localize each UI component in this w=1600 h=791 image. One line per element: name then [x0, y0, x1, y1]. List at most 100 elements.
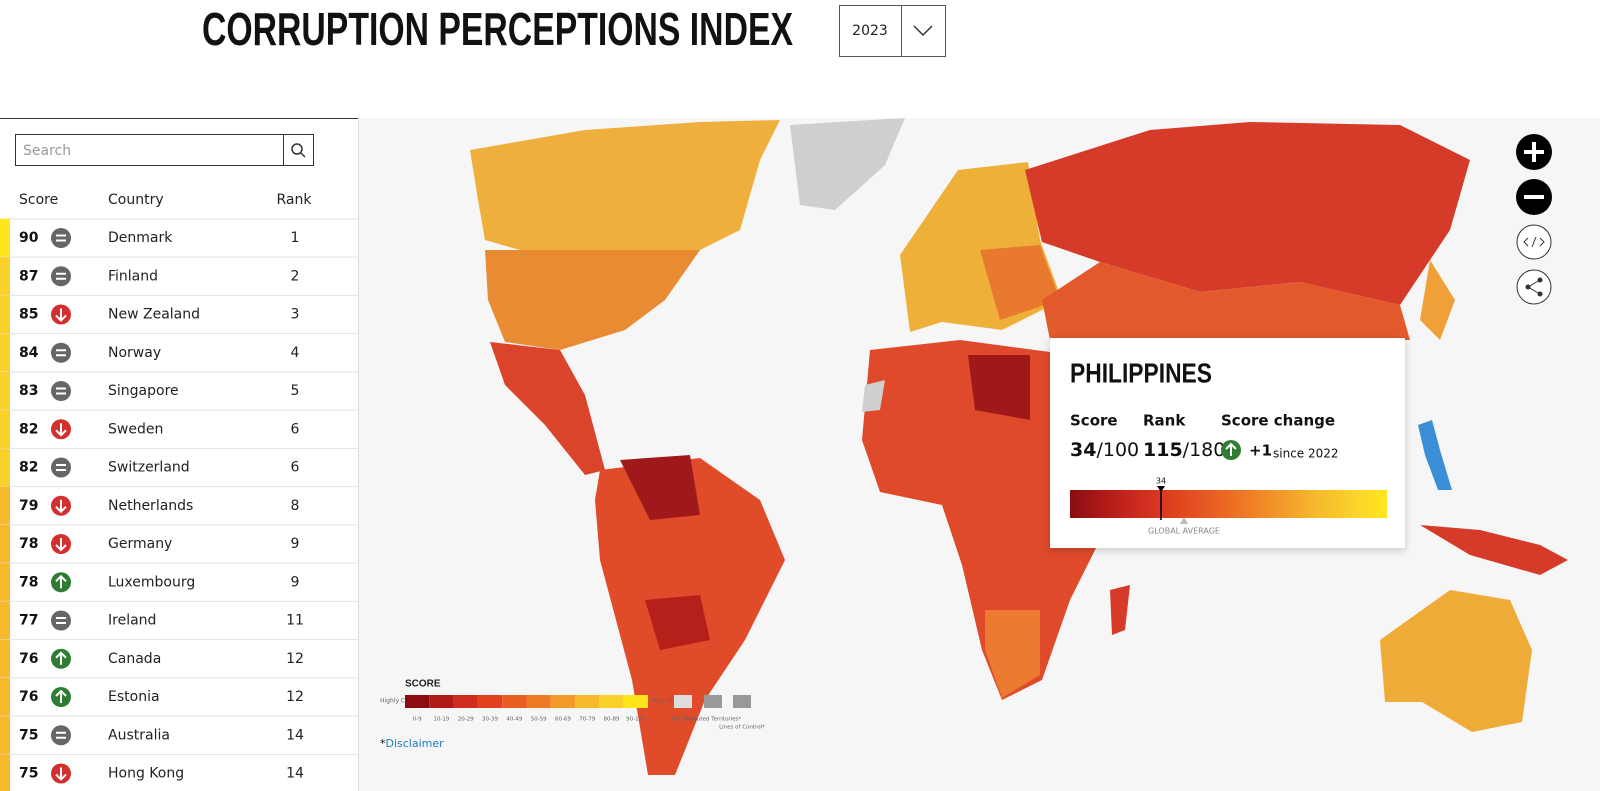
zoom-out[interactable]	[1516, 179, 1552, 215]
ranking-row[interactable]: 79 Netherlands 8	[0, 486, 358, 525]
legend-range: 80-89	[604, 717, 620, 723]
disclaimer[interactable]: *Disclaimer	[380, 737, 444, 750]
embed-button[interactable]	[1516, 224, 1552, 260]
row-score: 76	[19, 651, 38, 667]
row-rank: 9	[291, 536, 300, 552]
row-country: Canada	[108, 651, 161, 667]
row-rank: 12	[286, 651, 304, 667]
legend-range: 60-69	[555, 717, 571, 723]
row-country: Estonia	[108, 689, 160, 705]
trend-glyph	[56, 349, 66, 357]
ranking-row[interactable]: 76 Canada 12	[0, 639, 358, 678]
score-value: 34/100	[1070, 439, 1139, 461]
legend-swatch	[526, 695, 551, 708]
trend-glyph	[55, 574, 67, 589]
ranking-row[interactable]: 75 Hong Kong 14	[0, 753, 358, 791]
since-year: since 2022	[1273, 447, 1339, 461]
column-score[interactable]: Score	[19, 192, 58, 208]
row-rank: 5	[291, 383, 300, 399]
trend-glyph	[55, 767, 67, 781]
score-strip	[0, 333, 10, 372]
ranking-row[interactable]: 83 Singapore 5	[0, 371, 358, 411]
ranking-row[interactable]: 84 Norway 4	[0, 333, 358, 372]
column-rank[interactable]: Rank	[277, 192, 313, 208]
trend-icon	[51, 381, 71, 401]
legend-low: Highly Corrupt	[380, 698, 424, 705]
legend-range: 70-79	[579, 717, 595, 723]
rank-label: Rank	[1143, 412, 1186, 430]
legend-range: 10-19	[433, 717, 449, 723]
search-box[interactable]: Search	[15, 134, 314, 166]
ranking-row[interactable]: 78 Germany 9	[0, 524, 358, 564]
legend-swatch	[453, 695, 478, 708]
row-score: 75	[19, 766, 38, 782]
legend-range: 90-100	[626, 717, 646, 723]
score-scale	[1070, 490, 1387, 518]
score-strip	[0, 677, 10, 717]
row-rank: 11	[286, 613, 304, 629]
legend-no-data: No Data	[672, 717, 694, 723]
row-rank: 12	[286, 689, 304, 705]
row-rank: 3	[291, 307, 300, 323]
score-strip	[0, 371, 10, 411]
ranking-row[interactable]: 85 New Zealand 3	[0, 294, 358, 334]
row-country: Luxembourg	[108, 574, 195, 590]
ranking-row[interactable]: 90 Denmark 1	[0, 218, 358, 258]
legend-swatch	[429, 695, 454, 708]
trend-icon	[51, 610, 71, 631]
row-score: 90	[19, 230, 39, 246]
legend-swatch	[550, 695, 576, 708]
ranking-sidebar: Search Score Country Rank 90 Denmark 1 87 Fi…	[0, 118, 359, 791]
trend-glyph	[56, 234, 66, 242]
score-strip	[0, 639, 10, 678]
score-strip	[0, 486, 10, 525]
ranking-row[interactable]: 87 Finland 2	[0, 256, 358, 296]
rank-value: 115/180	[1143, 439, 1225, 461]
ranking-row[interactable]: 82 Switzerland 6	[0, 447, 358, 487]
legend-range: 40-49	[506, 717, 522, 723]
legend-swatch	[477, 695, 503, 708]
row-rank: 14	[286, 727, 304, 743]
legend-range: 0-9	[413, 717, 422, 723]
ranking-row[interactable]: 82 Sweden 6	[0, 409, 358, 449]
trend-icon	[51, 725, 71, 746]
rank-of: /180	[1183, 439, 1226, 461]
row-country: Australia	[108, 727, 170, 743]
row-country: Hong Kong	[108, 766, 184, 782]
share-button[interactable]	[1516, 269, 1552, 305]
row-score: 83	[19, 383, 38, 399]
trend-icon	[51, 228, 71, 248]
score-change: +1	[1249, 442, 1272, 460]
score-marker-label: 34	[1156, 477, 1166, 486]
legend-lines: Lines of Control*	[719, 725, 765, 731]
row-score: 78	[19, 536, 38, 552]
row-score: 76	[19, 689, 38, 705]
score-strip	[0, 601, 10, 640]
row-rank: 9	[291, 574, 300, 590]
ranking-row[interactable]: 76 Estonia 12	[0, 677, 358, 717]
row-rank: 14	[286, 766, 304, 782]
row-rank: 8	[291, 498, 300, 514]
disclaimer-link[interactable]: Disclaimer	[386, 737, 445, 750]
trend-icon	[51, 266, 71, 287]
ranking-row[interactable]: 78 Luxembourg 9	[0, 562, 358, 602]
row-country: Denmark	[108, 230, 173, 246]
legend-swatch	[599, 695, 624, 708]
score-strip	[0, 257, 10, 296]
change-label: Score change	[1221, 412, 1335, 430]
zoom-in[interactable]	[1516, 134, 1552, 170]
ranking-row[interactable]: 77 Ireland 11	[0, 600, 358, 640]
trend-glyph	[55, 499, 67, 514]
column-country[interactable]: Country	[108, 192, 164, 208]
row-score: 84	[19, 345, 39, 361]
legend-swatch	[405, 695, 430, 708]
trend-glyph	[56, 731, 66, 739]
legend-swatch	[623, 695, 648, 708]
score-strip	[0, 448, 10, 487]
global-average-label: GLOBAL AVERAGE	[1148, 527, 1220, 536]
ranking-row[interactable]: 75 Australia 14	[0, 715, 358, 755]
score-label: Score	[1070, 412, 1118, 430]
trend-glyph	[56, 272, 66, 280]
year-dropdown[interactable]: 2023	[839, 5, 946, 57]
